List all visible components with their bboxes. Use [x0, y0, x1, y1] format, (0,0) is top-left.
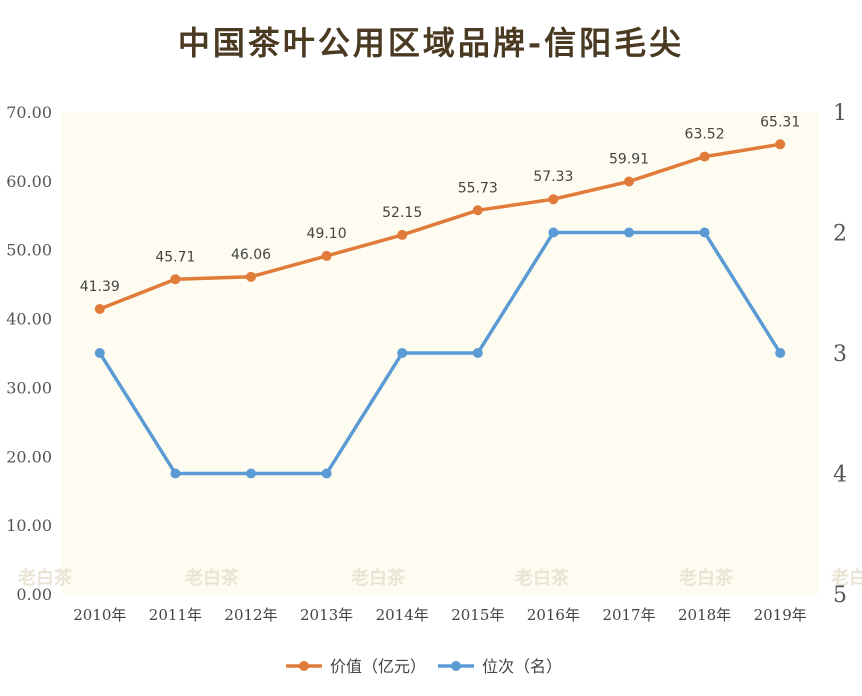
data-point	[472, 205, 483, 216]
data-point	[246, 468, 256, 479]
data-label: 41.39	[80, 279, 120, 295]
y-left-tick-label: 50.00	[6, 241, 52, 260]
data-point	[246, 271, 256, 282]
data-label: 45.71	[155, 249, 195, 265]
y-left-tick-label: 10.00	[6, 516, 52, 535]
watermark-text: 老白茶	[185, 567, 240, 589]
data-point	[321, 250, 332, 261]
x-tick-label: 2010年	[73, 606, 126, 624]
x-tick-label: 2018年	[678, 606, 731, 624]
data-point	[472, 348, 483, 358]
data-point	[94, 304, 105, 315]
watermark-group: 老白茶 老白茶 老白茶 老白茶 老白茶 老白茶	[18, 567, 862, 589]
data-point	[624, 176, 634, 187]
data-point	[321, 468, 332, 479]
y-right-tick-label: 4	[833, 463, 847, 488]
watermark-text: 老白茶	[515, 567, 570, 589]
data-label: 49.10	[307, 226, 347, 242]
x-tick-label: 2012年	[224, 606, 277, 624]
data-label: 46.06	[231, 247, 271, 263]
watermark-text: 老白茶	[351, 567, 406, 589]
data-point	[170, 274, 181, 285]
watermark-text: 老白茶	[831, 567, 862, 589]
x-axis: 2010年 2011年 2012年 2013年 2014年 2015年 2016年 2017年…	[73, 606, 807, 624]
data-point	[775, 139, 786, 150]
y-left-axis: 0.00 10.00 20.00 30.00 40.00 50.00 60.00 70.00	[6, 103, 52, 604]
watermark-text: 老白茶	[679, 567, 734, 589]
y-left-tick-label: 20.00	[6, 447, 52, 466]
data-label: 65.31	[760, 114, 800, 130]
x-tick-label: 2015年	[451, 606, 504, 624]
data-label: 52.15	[382, 205, 422, 221]
data-point	[170, 468, 181, 479]
data-point	[624, 227, 634, 238]
series-points	[94, 139, 786, 479]
y-right-tick-label: 3	[833, 342, 847, 367]
legend-label: 位次（名）	[482, 657, 562, 676]
data-point	[94, 348, 105, 358]
data-label: 57.33	[533, 169, 573, 185]
y-left-tick-label: 0.00	[16, 585, 52, 604]
data-point	[699, 227, 710, 238]
y-right-tick-label: 2	[833, 222, 847, 247]
x-tick-label: 2013年	[300, 606, 353, 624]
chart-title: 中国茶叶公用区域品牌-信阳毛尖	[177, 24, 685, 62]
data-point	[699, 151, 710, 162]
y-left-tick-label: 60.00	[6, 172, 52, 191]
y-right-tick-label: 5	[833, 583, 847, 608]
data-point	[548, 194, 559, 205]
legend: 价值（亿元） 位次（名）	[286, 657, 562, 676]
y-right-tick-label: 1	[833, 101, 847, 126]
series-line-0	[99, 142, 781, 311]
watermark-text: 老白茶	[18, 567, 73, 589]
data-labels: 41.39 45.71 46.06 49.10 52.15 55.73 57.33 59.91…	[80, 114, 800, 295]
data-label: 59.91	[609, 151, 649, 167]
y-left-tick-label: 40.00	[6, 310, 52, 329]
series-line-1	[98, 230, 782, 476]
data-point	[775, 348, 786, 358]
x-tick-label: 2017年	[602, 606, 655, 624]
y-left-tick-label: 70.00	[6, 103, 52, 122]
y-right-axis: 1 2 3 4 5	[833, 101, 847, 608]
data-point	[397, 229, 408, 240]
x-tick-label: 2011年	[149, 606, 202, 624]
series-lines	[98, 142, 782, 476]
data-point	[548, 227, 559, 238]
data-point	[397, 348, 408, 358]
x-tick-label: 2016年	[527, 606, 580, 624]
data-label: 63.52	[685, 127, 725, 143]
legend-marker	[299, 661, 309, 671]
legend-marker	[451, 661, 461, 671]
data-label: 55.73	[458, 180, 498, 196]
x-tick-label: 2014年	[376, 606, 429, 624]
x-tick-label: 2019年	[754, 606, 807, 624]
y-left-tick-label: 30.00	[6, 378, 52, 397]
legend-label: 价值（亿元）	[330, 657, 426, 676]
